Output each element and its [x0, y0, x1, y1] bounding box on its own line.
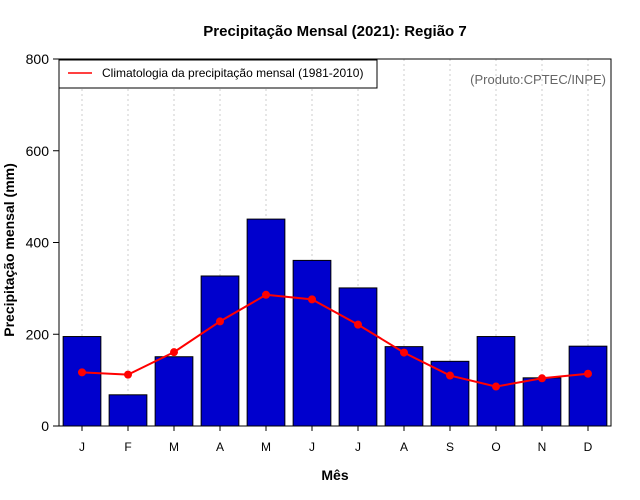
bar [108, 394, 148, 427]
axes: 0 200 400 600 800 J F M A M J J A S O N D [26, 51, 612, 454]
legend: Climatologia da precipitação mensal (198… [58, 59, 378, 89]
x-tick-label: F [124, 440, 131, 454]
x-tick-label: A [216, 440, 224, 454]
climatology-point [492, 382, 500, 391]
chart-title: Precipitação Mensal (2021): Região 7 [203, 23, 466, 40]
bar [62, 336, 102, 427]
climatology-point [446, 371, 454, 380]
x-tick-label: N [538, 440, 547, 454]
x-tick-label: A [400, 440, 408, 454]
climatology-point [308, 295, 316, 304]
plot-frame [58, 58, 612, 427]
bar [246, 218, 286, 427]
bar [476, 336, 516, 427]
bars [62, 218, 608, 427]
x-tick-label: J [79, 440, 85, 454]
climatology-line [78, 290, 592, 391]
bar [154, 356, 194, 427]
bar [522, 377, 562, 427]
climatology-point [584, 369, 592, 378]
y-tick-label: 400 [26, 235, 50, 251]
bar [430, 360, 470, 427]
bar [568, 345, 608, 427]
climatology-point [400, 348, 408, 357]
climatology-point [78, 368, 86, 377]
x-tick-label: J [309, 440, 315, 454]
x-axis-label: Mês [321, 467, 348, 483]
climatology-point [354, 320, 362, 329]
x-tick-label: S [446, 440, 454, 454]
climatology-point [216, 317, 224, 326]
x-tick-label: J [355, 440, 361, 454]
credit-annotation: (Produto:CPTEC/INPE) [470, 72, 606, 87]
x-tick-label: M [169, 440, 179, 454]
x-tick-label: M [261, 440, 271, 454]
bar [338, 287, 378, 427]
y-tick-label: 600 [26, 143, 50, 159]
y-axis-label: Precipitação mensal (mm) [1, 163, 17, 337]
climatology-point [262, 290, 270, 299]
climatology-point [538, 374, 546, 383]
y-tick-label: 200 [26, 326, 50, 342]
y-tick-label: 800 [26, 51, 50, 67]
bar [200, 275, 240, 427]
y-tick-label: 0 [41, 418, 49, 434]
climatology-point [124, 370, 132, 379]
climatology-series-line [81, 293, 589, 388]
x-tick-label: D [584, 440, 593, 454]
bar [292, 259, 332, 427]
x-tick-label: O [491, 440, 500, 454]
legend-entry: Climatologia da precipitação mensal (198… [102, 66, 363, 80]
legend-box [58, 59, 378, 89]
climatology-point [170, 348, 178, 357]
